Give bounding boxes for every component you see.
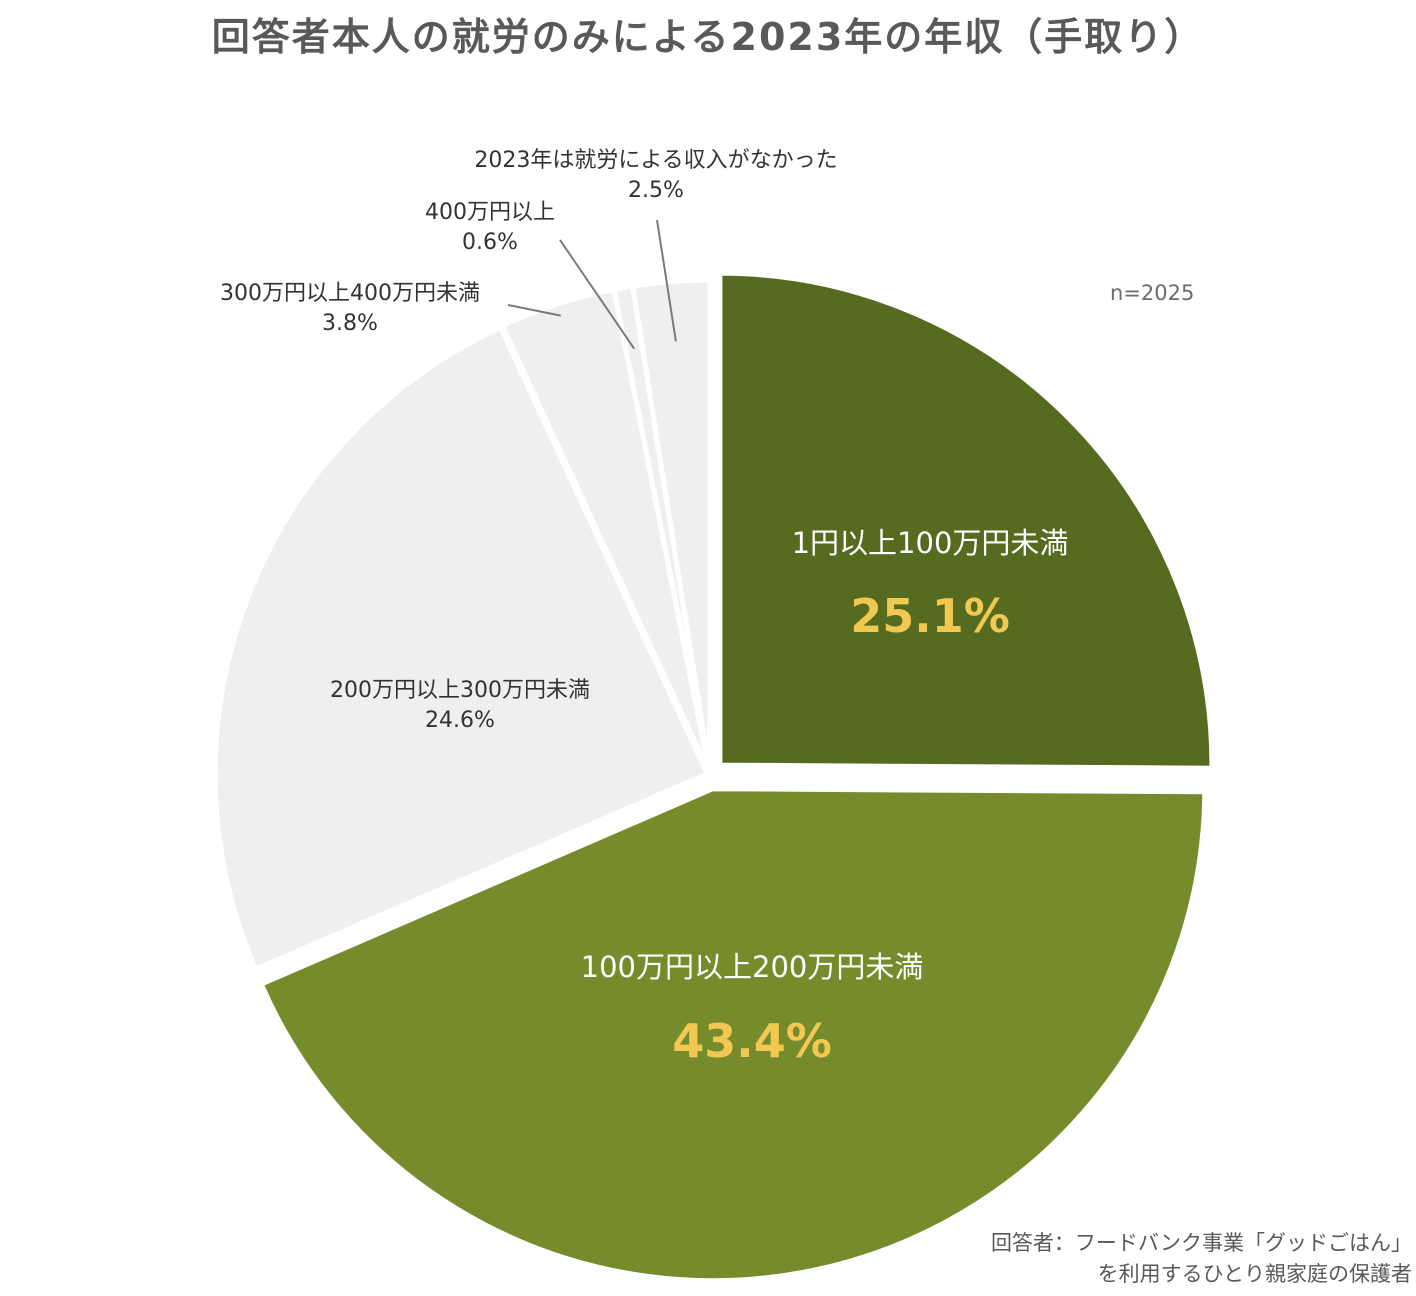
leader-lines [507, 219, 677, 350]
leader-line-4 [507, 304, 561, 317]
slice-value-3: 24.6% [425, 708, 495, 733]
slice-label-1: 1円以上100万円未満 [792, 526, 1069, 560]
footnote-line-1: 回答者：フードバンク事業「グッドごはん」 [990, 1231, 1412, 1255]
slice-label-5: 400万円以上 [425, 200, 555, 225]
slice-label-6: 2023年は就労による収入がなかった [474, 148, 837, 173]
pie-slices [212, 270, 1215, 1284]
pie-slice-3 [212, 324, 711, 973]
slice-label-2: 100万円以上200万円未満 [581, 950, 924, 984]
chart-title: 回答者本人の就労のみによる2023年の年収（手取り） [211, 15, 1205, 59]
slice-labels: 1円以上100万円未満 25.1% 100万円以上200万円未満 43.4% 200万円… [220, 148, 1068, 1068]
slice-label-4: 300万円以上400万円未満 [220, 281, 480, 306]
pie-slice-2 [257, 786, 1208, 1284]
footnote: 回答者：フードバンク事業「グッドごはん」 を利用するひとり親家庭の保護者 [991, 1228, 1412, 1290]
slice-value-5: 0.6% [462, 230, 518, 255]
slice-value-2: 43.4% [672, 1014, 832, 1068]
slice-value-1: 25.1% [850, 589, 1010, 643]
pie-slice-6 [629, 277, 713, 773]
sample-size: n=2025 [1110, 281, 1195, 305]
slice-value-6: 2.5% [628, 178, 684, 203]
slice-label-3: 200万円以上300万円未満 [330, 678, 590, 703]
pie-slice-1 [717, 270, 1215, 771]
slice-value-4: 3.8% [322, 311, 378, 336]
leader-line-6 [656, 219, 677, 342]
footnote-line-2: を利用するひとり親家庭の保護者 [1097, 1262, 1412, 1286]
leader-line-5 [559, 239, 636, 350]
